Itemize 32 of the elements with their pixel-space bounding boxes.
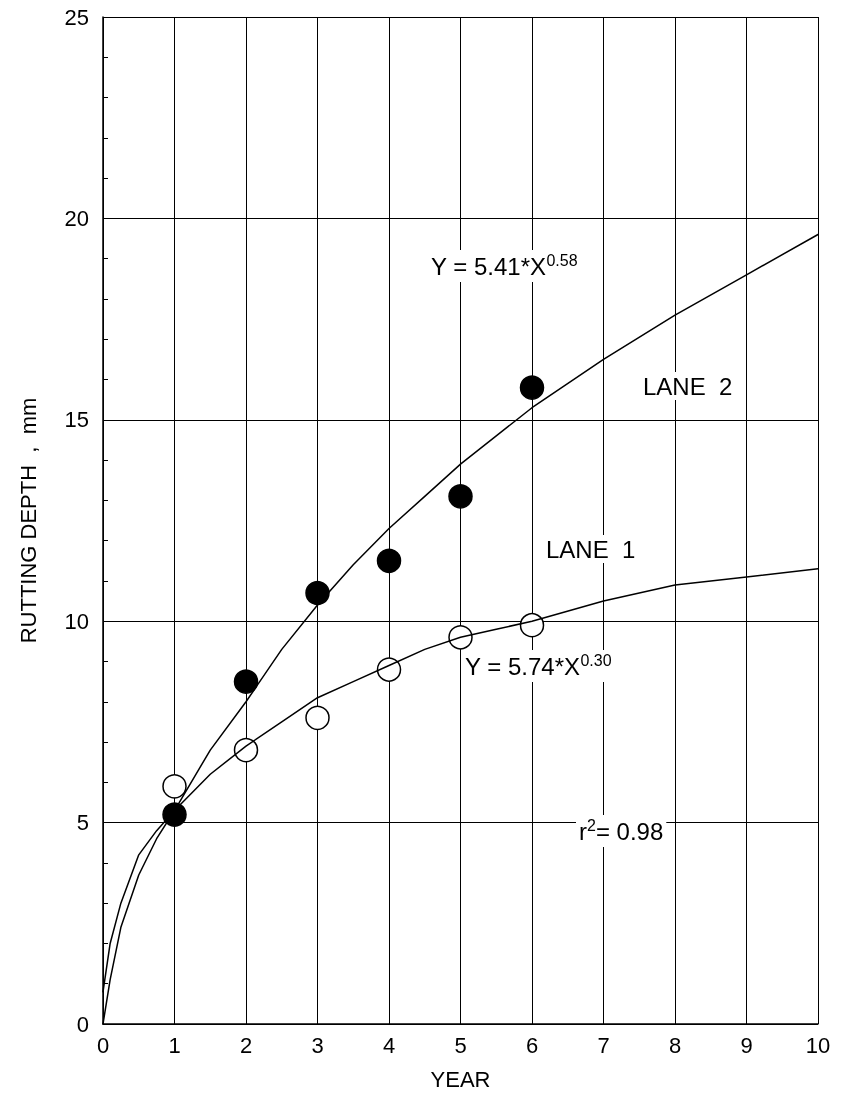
- y-tick-label: 25: [64, 4, 89, 30]
- point: [448, 625, 473, 650]
- x-tick-label: 6: [525, 1032, 539, 1058]
- x-tick-label: 10: [805, 1032, 831, 1058]
- annotation: LANE 2: [643, 372, 733, 400]
- y-tick-label: 15: [64, 407, 89, 433]
- point: [376, 548, 402, 574]
- point: [233, 737, 259, 763]
- point: [519, 612, 545, 638]
- y-axis-title: RUTTING DEPTH , mm: [15, 397, 41, 644]
- annotation: LANE 1: [546, 535, 636, 563]
- point: [519, 375, 545, 400]
- point: [162, 774, 187, 799]
- x-axis-title: YEAR: [430, 1066, 491, 1092]
- x-tick-label: 9: [740, 1032, 753, 1058]
- y-tick-label: 5: [76, 810, 89, 836]
- y-tick-label: 10: [64, 608, 89, 634]
- x-tick-label: 5: [454, 1032, 467, 1058]
- y-tick-label: 0: [76, 1011, 89, 1037]
- point: [448, 484, 473, 509]
- point: [376, 657, 402, 682]
- x-tick-label: 2: [239, 1032, 253, 1058]
- x-tick-label: 4: [382, 1032, 396, 1058]
- point: [233, 669, 259, 694]
- x-tick-label: 0: [96, 1032, 110, 1058]
- x-tick-label: 8: [668, 1032, 682, 1058]
- x-tick-label: 3: [311, 1032, 324, 1058]
- point: [305, 580, 330, 606]
- point: [305, 705, 330, 731]
- x-tick-label: 7: [597, 1032, 610, 1058]
- y-tick-label: 20: [64, 205, 89, 231]
- x-tick-label: 1: [168, 1032, 181, 1058]
